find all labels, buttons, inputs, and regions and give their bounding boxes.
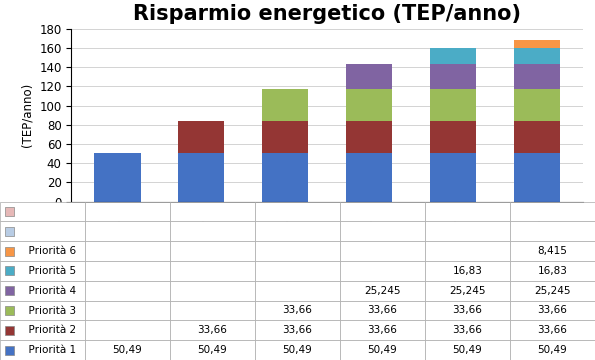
Bar: [514, 64, 560, 89]
Bar: [430, 64, 476, 89]
Bar: [346, 121, 392, 153]
Bar: [514, 153, 560, 202]
Y-axis label: (TEP/anno): (TEP/anno): [21, 83, 34, 147]
Bar: [430, 121, 476, 153]
Bar: [262, 89, 308, 121]
Bar: [430, 89, 476, 121]
Bar: [95, 153, 140, 202]
Bar: [346, 89, 392, 121]
Bar: [346, 64, 392, 89]
Bar: [178, 121, 224, 153]
Bar: [346, 153, 392, 202]
Bar: [262, 153, 308, 202]
Bar: [430, 153, 476, 202]
Title: Risparmio energetico (TEP/anno): Risparmio energetico (TEP/anno): [133, 4, 521, 24]
Bar: [514, 121, 560, 153]
Bar: [514, 89, 560, 121]
Bar: [178, 153, 224, 202]
Bar: [430, 48, 476, 64]
Bar: [514, 40, 560, 48]
Bar: [262, 121, 308, 153]
Bar: [514, 48, 560, 64]
